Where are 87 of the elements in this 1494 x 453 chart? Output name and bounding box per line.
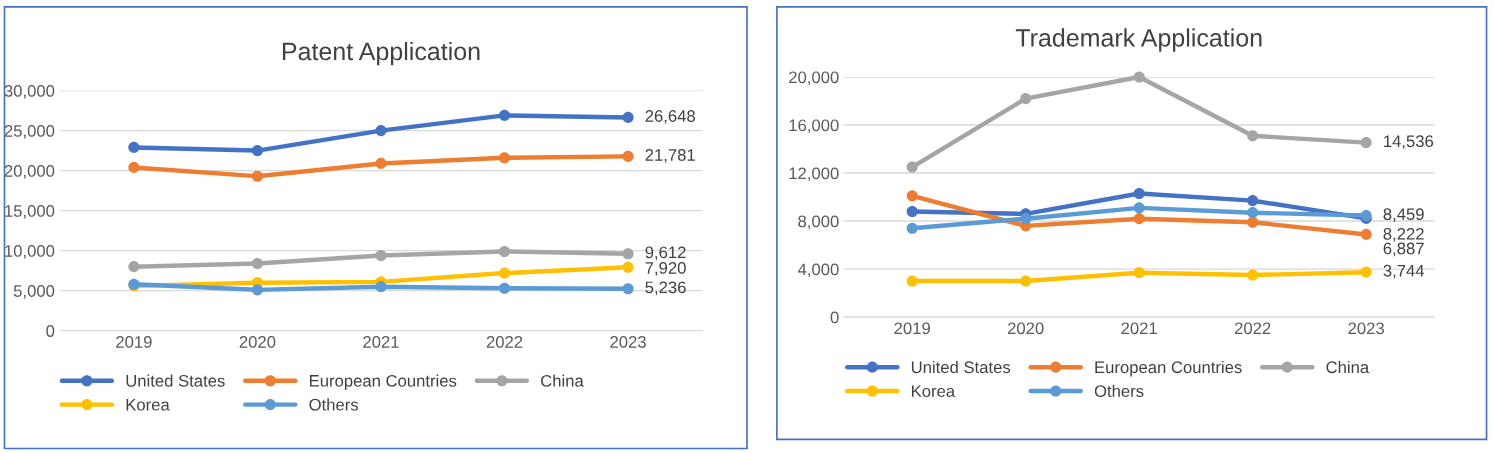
chart-title: Trademark Application [1015,28,1262,52]
point [1247,216,1259,228]
point [1133,202,1145,214]
y-tick-label: 16,000 [789,119,839,134]
point [1247,130,1259,142]
y-tick-label: 10,000 [5,245,55,259]
x-tick-label: 2020 [239,335,276,348]
legend-label: China [541,374,584,387]
point [498,267,511,279]
data-label: 5,236 [645,281,686,296]
x-tick-label: 2019 [116,335,152,348]
data-label: 9,612 [645,246,686,261]
point [498,282,511,294]
x-tick-label: 2023 [1348,322,1384,335]
point [1020,213,1032,225]
data-label: 14,536 [1384,135,1434,150]
y-tick-label: 30,000 [4,85,55,99]
point [128,261,140,273]
data-label: 8,459 [1383,208,1424,222]
point [375,125,387,137]
x-tick-label: 2021 [363,335,399,348]
point [251,257,263,270]
point [622,111,634,123]
data-label: 8,222 [1383,227,1424,242]
y-tick-label: 20,000 [4,165,55,179]
data-label: 3,744 [1383,264,1425,279]
point [906,190,918,202]
point [251,170,263,182]
point [498,109,511,121]
y-tick-label: 0 [830,311,839,324]
data-label: 26,648 [645,110,695,124]
y-tick-label: 15,000 [5,205,55,219]
x-tick-label: 2022 [486,335,523,348]
y-tick-label: 5,000 [13,285,55,299]
point [251,145,263,157]
legend-label: Korea [912,385,956,398]
point [622,261,634,273]
point [498,152,511,164]
legend-label: European Countries [1095,360,1242,377]
point [1133,187,1145,200]
point [622,150,634,162]
point [1247,195,1259,207]
point [1020,93,1032,105]
point [906,205,918,218]
legend-label: Others [309,398,359,411]
y-tick-label: 8,000 [798,215,839,230]
point [1360,228,1372,240]
data-label: 21,781 [645,149,695,163]
y-tick-label: 0 [46,325,55,337]
y-tick-label: 4,000 [797,263,839,278]
chart-title: Patent Application [282,41,480,66]
x-tick-label: 2023 [610,335,646,348]
legend-label: United States [126,374,225,387]
legend-label: Others [1094,384,1144,398]
point [906,222,918,234]
point [128,161,140,173]
y-tick-label: 20,000 [789,71,839,86]
point [1247,269,1259,281]
legend-label: European Countries [310,374,457,391]
point [1360,266,1372,278]
legend-label: China [1326,360,1370,374]
point [1360,137,1372,149]
point [906,275,918,287]
point [1133,267,1145,279]
legend-label: United States [911,360,1011,374]
data-label: 6,887 [1383,242,1424,257]
x-tick-label: 2022 [1234,322,1271,335]
point [251,284,263,296]
point [1133,71,1145,83]
point [622,283,634,295]
point [1133,213,1145,225]
x-tick-label: 2021 [1121,322,1157,335]
y-tick-label: 12,000 [789,167,839,182]
legend-label: Korea [126,398,170,411]
point [1247,207,1259,219]
point [622,248,634,260]
x-tick-label: 2020 [1007,322,1044,335]
point [375,249,387,262]
data-label: 7,920 [645,262,686,276]
point [1020,275,1032,287]
point [375,281,387,293]
point [498,245,511,258]
point [906,161,918,173]
point [128,141,140,153]
y-tick-label: 25,000 [4,125,55,139]
point [375,157,387,169]
x-tick-label: 2019 [894,322,930,335]
